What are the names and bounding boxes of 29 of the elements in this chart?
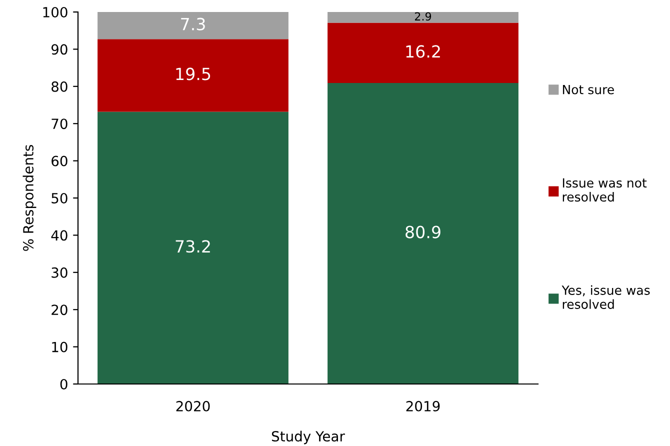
y-tick-label: 70: [52, 118, 68, 130]
data-label: 80.9: [406, 226, 440, 238]
legend-label: Yes, issue was resolved: [562, 285, 650, 309]
y-tick-label: 0: [60, 378, 68, 390]
data-label: 2.9: [414, 12, 432, 21]
y-tick-label: 40: [51, 230, 68, 241]
legend-label: Issue was not resolved: [562, 178, 647, 202]
bar: [98, 39, 288, 112]
data-label: 73.2: [176, 240, 210, 253]
x-axis-title: Study Year: [272, 430, 345, 444]
bar: [98, 12, 288, 40]
bar: [328, 22, 518, 84]
y-tick-label: 60: [52, 156, 68, 166]
data-label: 16.2: [406, 45, 440, 58]
y-tick-label: 80: [52, 81, 68, 92]
x-tick-label: 2019: [406, 400, 440, 412]
y-tick-label: 100: [43, 6, 68, 18]
y-tick-label: 50: [52, 192, 68, 204]
y-tick-label: 20: [52, 304, 68, 316]
data-label: 19.5: [176, 68, 210, 80]
bar: [328, 12, 518, 23]
legend-label: Not sure: [562, 84, 614, 94]
x-tick-label: 2020: [176, 400, 210, 412]
y-tick-label: 10: [52, 342, 68, 352]
y-tick-label: 90: [51, 44, 68, 55]
y-axis-title: % Respondents: [22, 144, 36, 251]
bar: [98, 112, 288, 384]
data-label: 7.3: [181, 18, 205, 30]
y-tick-label: 30: [52, 267, 68, 278]
